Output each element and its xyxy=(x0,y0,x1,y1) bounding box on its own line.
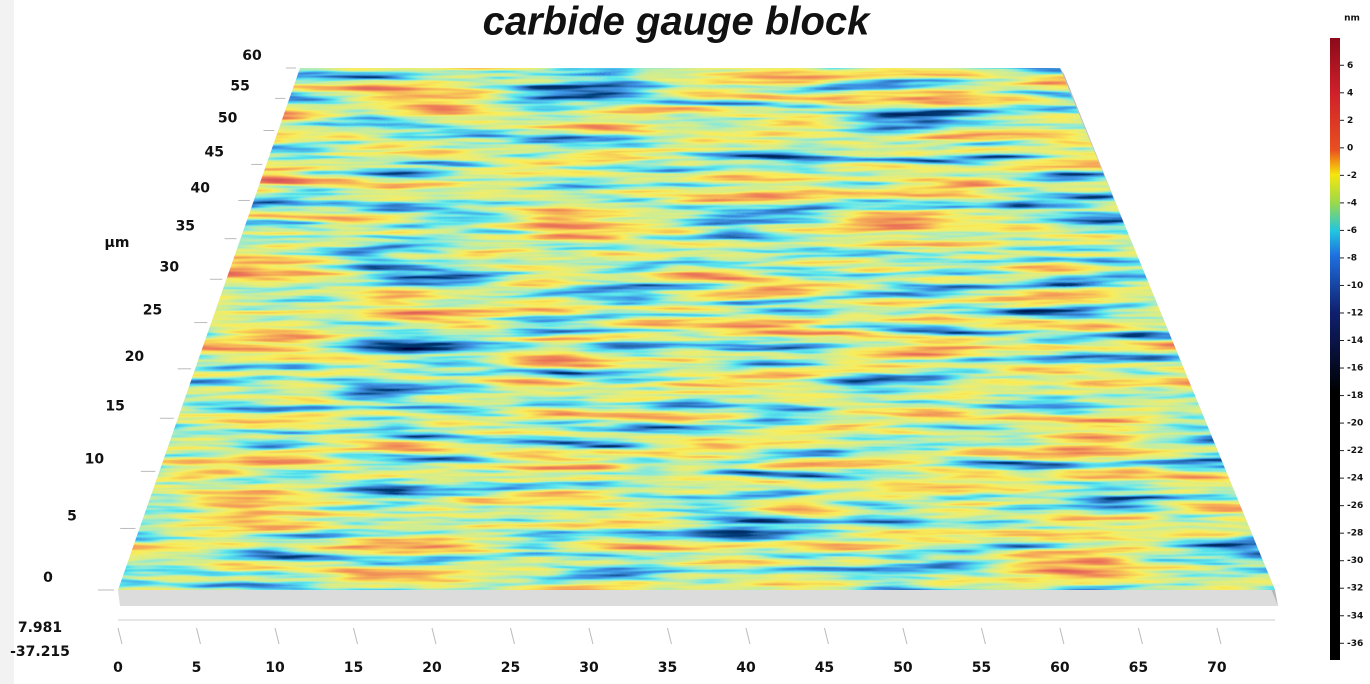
y-axis-label: µm xyxy=(105,235,130,251)
colorbar-tick-label: -24 xyxy=(1347,474,1363,484)
colorbar-tick-label: -16 xyxy=(1347,364,1363,374)
y-tick-label: 5 xyxy=(67,508,77,524)
colorbar-tick-label: -10 xyxy=(1347,281,1363,291)
x-tick-mark xyxy=(902,627,908,645)
colorbar-tick-label: -36 xyxy=(1347,639,1363,649)
x-tick-mark xyxy=(1059,627,1065,645)
x-tick-mark xyxy=(117,627,123,645)
colorbar-tick-label: -8 xyxy=(1347,253,1357,263)
x-tick-label: 55 xyxy=(972,660,991,676)
x-tick-label: 15 xyxy=(344,660,363,676)
colorbar-tick-label: 4 xyxy=(1347,88,1353,98)
x-tick-label: 40 xyxy=(736,660,756,676)
x-tick-label: 65 xyxy=(1129,660,1148,676)
y-tick-label: 40 xyxy=(190,180,210,196)
x-tick-label: 60 xyxy=(1050,660,1070,676)
colorbar-tick-label: -28 xyxy=(1347,529,1363,539)
x-tick-label: 0 xyxy=(113,660,123,676)
colorbar-tick-label: -6 xyxy=(1347,226,1357,236)
colorbar-tick-label: -2 xyxy=(1347,171,1357,181)
x-tick-mark xyxy=(823,627,829,645)
colorbar xyxy=(1330,38,1340,660)
z-max-label: 7.981 xyxy=(18,620,62,636)
z-min-label: -37.215 xyxy=(10,644,70,660)
x-tick-mark xyxy=(196,627,201,645)
x-tick-label: 30 xyxy=(579,660,599,676)
colorbar-tick-label: -32 xyxy=(1347,584,1363,594)
x-tick-label: 50 xyxy=(893,660,913,676)
x-tick-mark xyxy=(745,627,751,645)
colorbar-tick-label: -12 xyxy=(1347,308,1363,318)
colorbar-tick-label: 6 xyxy=(1347,61,1353,71)
x-tick-label: 45 xyxy=(815,660,834,676)
colorbar-tick-label: -14 xyxy=(1347,336,1363,346)
y-tick-label: 60 xyxy=(242,48,262,64)
y-tick-label: 55 xyxy=(230,78,249,94)
x-tick-label: 10 xyxy=(265,660,285,676)
surface-texture xyxy=(118,68,1275,590)
x-tick-mark xyxy=(352,627,358,645)
x-tick-label: 70 xyxy=(1207,660,1227,676)
x-tick-mark xyxy=(431,627,437,645)
y-tick-label: 45 xyxy=(205,144,224,160)
y-tick-label: 25 xyxy=(143,303,162,319)
x-tick-mark xyxy=(1216,627,1222,645)
x-tick-mark xyxy=(588,627,594,645)
surface-front-face xyxy=(118,590,1278,606)
x-tick-mark xyxy=(274,627,280,645)
colorbar-tick-label: -20 xyxy=(1347,419,1363,429)
y-tick-label: 15 xyxy=(105,398,124,414)
x-tick-label: 25 xyxy=(501,660,520,676)
x-tick-label: 20 xyxy=(422,660,442,676)
surface xyxy=(118,68,1275,590)
colorbar-tick-label: 2 xyxy=(1347,116,1353,126)
x-tick-label: 35 xyxy=(658,660,677,676)
x-tick-label: 5 xyxy=(192,660,202,676)
colorbar-tick-label: -18 xyxy=(1347,391,1363,401)
y-tick-label: 0 xyxy=(43,570,53,586)
x-tick-mark xyxy=(509,627,515,645)
y-tick-label: 30 xyxy=(160,259,180,275)
colorbar-label: nm xyxy=(1344,14,1360,24)
y-tick-label: 50 xyxy=(218,110,238,126)
x-tick-mark xyxy=(666,627,672,645)
side-panel xyxy=(0,0,14,684)
colorbar-tick-label: -30 xyxy=(1347,556,1363,566)
colorbar-tick-label: 0 xyxy=(1347,143,1353,153)
x-tick-mark xyxy=(980,627,986,645)
y-tick-label: 35 xyxy=(176,219,195,235)
chart-title: carbide gauge block xyxy=(483,0,872,44)
colorbar-tick-label: -34 xyxy=(1347,611,1363,621)
y-tick-label: 10 xyxy=(85,451,105,467)
x-tick-mark xyxy=(1137,627,1143,645)
y-tick-label: 20 xyxy=(125,349,145,365)
colorbar-tick-label: -26 xyxy=(1347,501,1363,511)
colorbar-tick-label: -22 xyxy=(1347,446,1363,456)
colorbar-tick-label: -4 xyxy=(1347,198,1357,208)
